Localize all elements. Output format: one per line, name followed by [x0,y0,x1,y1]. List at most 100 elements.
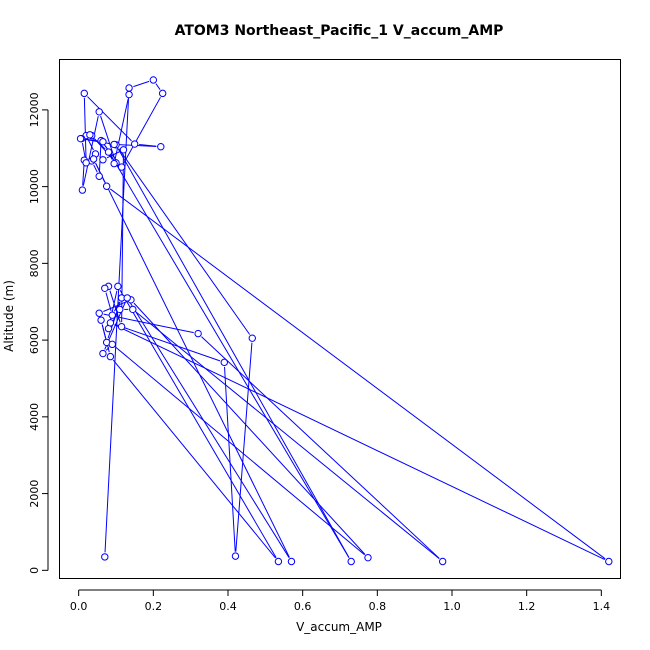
data-point [104,148,113,156]
series-line-segment [95,162,290,558]
plot-area [76,76,613,566]
series-line-segment [235,342,253,552]
data-point [117,322,126,331]
y-axis: 0 2000 4000 6000 8000 10000 12000 [28,92,49,574]
data-point [95,309,103,317]
x-tick-label: 1.4 [593,600,611,613]
data-point [117,163,126,171]
data-point [119,146,128,154]
series-line-segment [117,148,350,558]
y-tick-label: 6000 [28,326,41,354]
data-point [220,358,228,367]
series-line-segment [135,311,440,560]
y-axis-label: Altitude (m) [2,280,16,352]
data-point [78,186,87,194]
y-tick-label: 4000 [28,403,41,431]
series-line-segment [95,162,106,183]
data-point [110,140,118,149]
data-point [129,305,137,314]
data-point [99,156,107,164]
series-line-segment [93,164,98,173]
series-line-segment [113,301,120,312]
data-point [110,159,118,168]
series-line-segment [87,96,132,142]
x-tick-label: 0.8 [369,600,387,613]
series-line-segment [109,188,606,560]
data-point [108,311,116,319]
y-tick-label: 8000 [28,249,41,277]
data-point [287,557,296,566]
plot-frame [59,59,621,579]
x-tick-label: 0.0 [70,600,88,613]
series-line-segment [83,97,87,159]
data-point [99,138,107,146]
data-point [438,557,447,566]
x-tick-label: 0.4 [219,600,237,613]
x-tick-label: 1.0 [443,600,461,613]
data-point [102,182,111,190]
data-point [347,557,355,566]
data-point [149,76,158,84]
series-line-segment [82,116,99,186]
y-tick-label: 12000 [28,92,41,127]
series-line-segment [115,346,365,556]
series-line-segment [103,301,127,312]
data-point [106,319,115,327]
series-line-segment [123,97,161,164]
x-axis-label: V_accum_AMP [296,620,382,634]
data-point [130,140,139,148]
data-point [157,143,165,151]
series-line-segment [87,139,94,151]
data-point [123,294,131,302]
series-line-segment [114,323,221,362]
x-tick-label: 1.2 [518,600,536,613]
series-line-segment [114,98,129,160]
data-point [194,329,202,338]
data-point [99,349,107,358]
data-point [89,155,98,163]
data-point [116,305,124,314]
y-tick-label: 10000 [28,169,41,204]
series-line-segment [104,145,350,558]
y-tick-label: 0 [28,567,41,574]
data-point [364,553,372,562]
series-line-segment [101,324,110,353]
data-point [231,552,240,560]
data-point [125,90,133,99]
y-tick-label: 2000 [28,480,41,508]
series-line-segment [201,336,440,559]
series-line-segment [106,151,120,159]
data-point [82,159,90,167]
series-line-segment [155,83,161,90]
x-tick-label: 0.6 [294,600,312,613]
chart-title: ATOM3 Northeast_Pacific_1 V_accum_AMP [175,23,504,39]
series-line-segment [114,324,605,561]
x-tick-label: 0.2 [145,600,163,613]
data-point [95,108,103,116]
series-line-segment [100,115,116,159]
data-point [95,172,103,180]
series-line-segment [105,292,112,311]
data-point [86,131,94,139]
data-point [248,334,256,342]
series-line-segment [112,359,276,559]
series-line-segment [129,301,290,558]
data-point [76,134,85,143]
series-line-segment [81,142,86,159]
data-point [106,352,115,361]
data-point [97,316,105,324]
data-point [80,89,88,98]
data-point [158,89,167,98]
series-line-segment [224,366,236,552]
series-line-segment [105,347,110,351]
series-line-segment [133,302,366,555]
series-line-segment [133,80,150,88]
x-axis: 0.0 0.2 0.4 0.6 0.8 1.0 1.2 1.4 [70,589,611,613]
series-line-segment [118,148,251,335]
data-point [108,340,116,349]
data-point [125,84,133,92]
data-point [101,553,109,561]
data-point [101,284,109,293]
data-point [274,557,283,566]
